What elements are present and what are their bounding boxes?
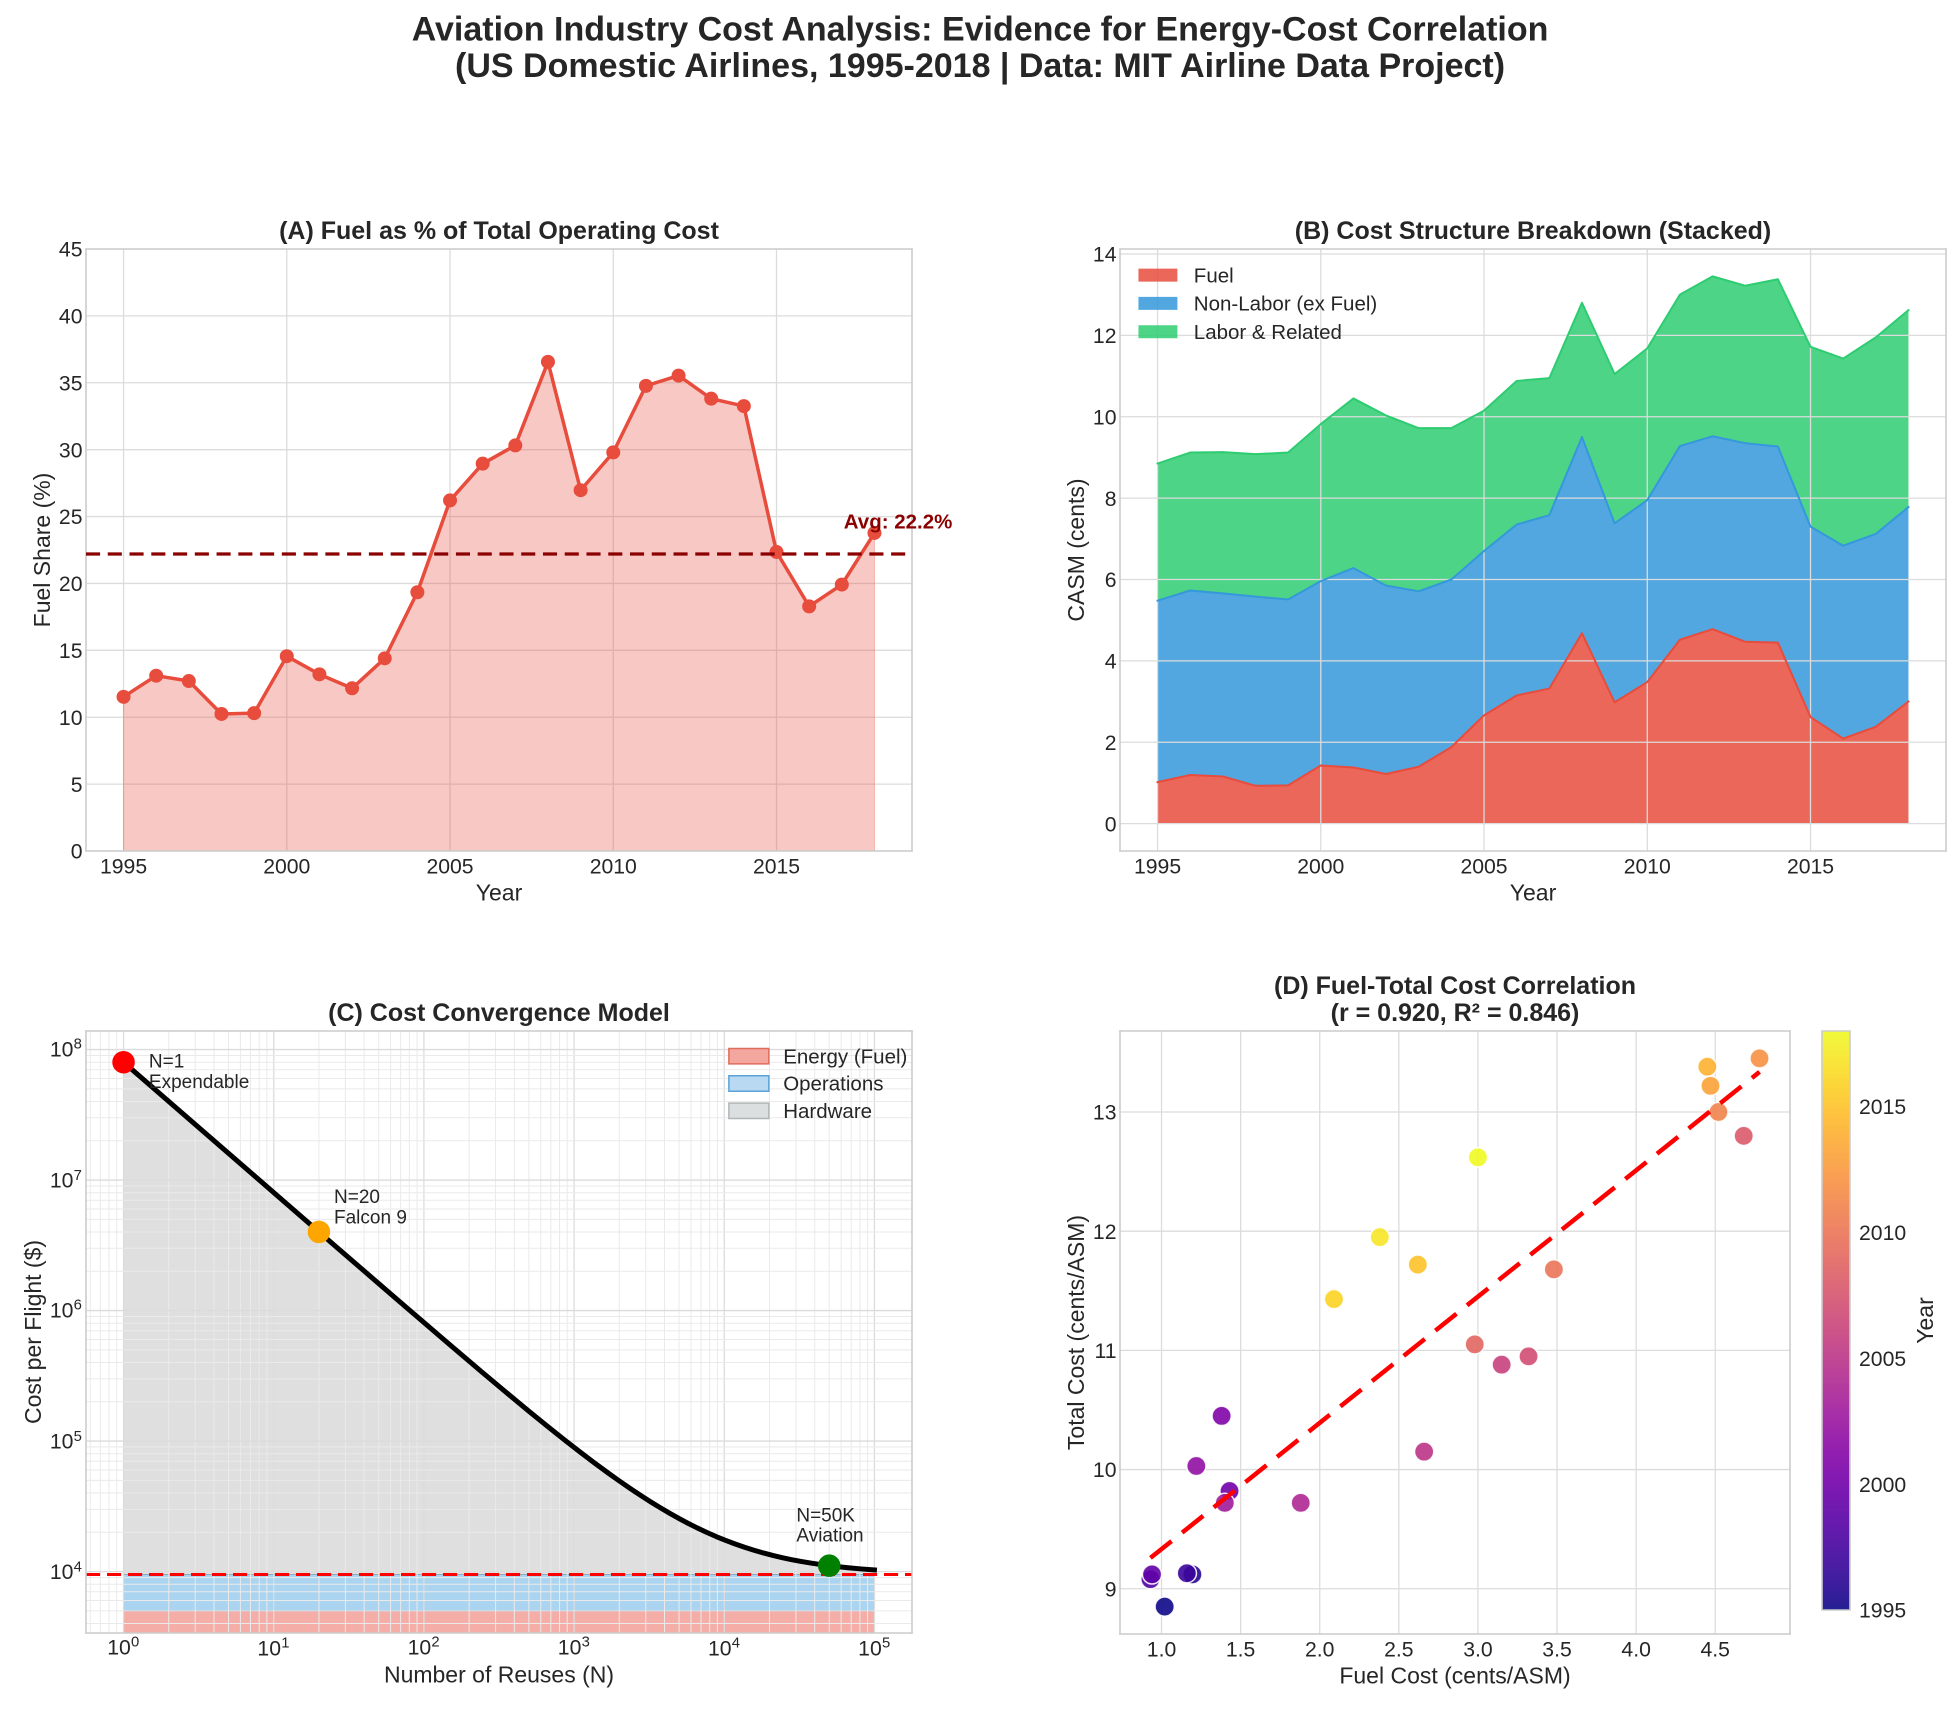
svg-text:2005: 2005 <box>1460 855 1507 878</box>
svg-text:10: 10 <box>1093 1459 1117 1482</box>
svg-text:1 0 4: 1 0 4 <box>50 1559 82 1584</box>
svg-text:Year: Year <box>476 879 523 905</box>
svg-text:Fuel: Fuel <box>1194 264 1234 287</box>
svg-text:1 0 1: 1 0 1 <box>257 1635 289 1660</box>
svg-text:Hardware: Hardware <box>783 1100 872 1123</box>
svg-text:15: 15 <box>59 640 83 663</box>
svg-text:2015: 2015 <box>753 855 800 878</box>
svg-text:Non-Labor (ex Fuel): Non-Labor (ex Fuel) <box>1194 293 1377 316</box>
svg-text:Falcon 9: Falcon 9 <box>334 1207 407 1228</box>
svg-text:2015: 2015 <box>1859 1096 1906 1119</box>
svg-text:2: 2 <box>1105 732 1117 755</box>
svg-text:1 0 4: 1 0 4 <box>708 1635 740 1660</box>
svg-text:12: 12 <box>1093 1221 1117 1244</box>
svg-text:13: 13 <box>1093 1102 1117 1125</box>
svg-text:10: 10 <box>1093 406 1117 429</box>
svg-text:9: 9 <box>1105 1578 1117 1601</box>
svg-text:Aviation Industry Cost Analysi: Aviation Industry Cost Analysis: Evidenc… <box>412 10 1549 48</box>
svg-text:CASM (cents): CASM (cents) <box>1063 478 1089 621</box>
svg-text:1.5: 1.5 <box>1226 1638 1255 1661</box>
svg-text:N=20: N=20 <box>334 1187 380 1208</box>
svg-text:0: 0 <box>71 841 83 864</box>
svg-text:Energy (Fuel): Energy (Fuel) <box>783 1045 907 1068</box>
svg-text:2010: 2010 <box>1624 855 1671 878</box>
svg-text:Total Cost (cents/ASM): Total Cost (cents/ASM) <box>1063 1215 1089 1450</box>
svg-text:5: 5 <box>71 774 83 797</box>
svg-text:(r = 0.920, R² = 0.846): (r = 0.920, R² = 0.846) <box>1331 999 1580 1027</box>
svg-text:8: 8 <box>1105 488 1117 511</box>
svg-text:(A) Fuel as % of Total Operati: (A) Fuel as % of Total Operating Cost <box>279 217 720 245</box>
svg-text:4: 4 <box>1105 651 1117 674</box>
svg-text:1 0 5: 1 0 5 <box>858 1635 890 1660</box>
svg-text:Number of Reuses (N): Number of Reuses (N) <box>384 1661 614 1687</box>
svg-text:Labor & Related: Labor & Related <box>1194 321 1342 344</box>
svg-text:2000: 2000 <box>1859 1474 1906 1497</box>
svg-text:1 0 0: 1 0 0 <box>107 1635 139 1660</box>
svg-text:3.5: 3.5 <box>1542 1638 1571 1661</box>
svg-text:Aviation: Aviation <box>796 1526 863 1547</box>
svg-text:1 0 6: 1 0 6 <box>50 1298 82 1323</box>
svg-text:1995: 1995 <box>100 855 147 878</box>
svg-text:14: 14 <box>1093 244 1117 267</box>
svg-text:(D) Fuel-Total Cost Correlatio: (D) Fuel-Total Cost Correlation <box>1274 972 1636 1000</box>
svg-text:N=50K: N=50K <box>796 1505 855 1526</box>
svg-text:2000: 2000 <box>1297 855 1344 878</box>
svg-text:1 0 8: 1 0 8 <box>50 1036 82 1061</box>
svg-text:4.0: 4.0 <box>1621 1638 1650 1661</box>
svg-text:Avg: 22.2%: Avg: 22.2% <box>844 511 953 534</box>
svg-text:40: 40 <box>59 306 83 329</box>
svg-text:1 0 2: 1 0 2 <box>408 1635 440 1660</box>
svg-text:25: 25 <box>59 506 83 529</box>
svg-text:1995: 1995 <box>1134 855 1181 878</box>
svg-text:30: 30 <box>59 439 83 462</box>
svg-text:Fuel Share (%): Fuel Share (%) <box>29 473 55 628</box>
svg-text:N=1: N=1 <box>149 1051 184 1072</box>
svg-text:20: 20 <box>59 573 83 596</box>
svg-text:1.0: 1.0 <box>1147 1638 1176 1661</box>
svg-text:2.0: 2.0 <box>1305 1638 1334 1661</box>
svg-text:1 0 7: 1 0 7 <box>50 1168 82 1193</box>
svg-text:0: 0 <box>1105 813 1117 836</box>
svg-text:2005: 2005 <box>426 855 473 878</box>
svg-text:2000: 2000 <box>263 855 310 878</box>
svg-text:2010: 2010 <box>1859 1222 1906 1245</box>
svg-text:(C) Cost Convergence Model: (C) Cost Convergence Model <box>328 999 670 1027</box>
svg-text:3.0: 3.0 <box>1463 1638 1492 1661</box>
svg-text:11: 11 <box>1095 1340 1117 1363</box>
svg-text:1 0 5: 1 0 5 <box>50 1429 82 1454</box>
svg-text:(US Domestic Airlines, 1995-20: (US Domestic Airlines, 1995-2018 | Data:… <box>455 47 1505 85</box>
svg-text:2.5: 2.5 <box>1384 1638 1413 1661</box>
svg-text:4.5: 4.5 <box>1701 1638 1730 1661</box>
svg-text:2015: 2015 <box>1787 855 1834 878</box>
svg-text:1 0 3: 1 0 3 <box>558 1635 590 1660</box>
svg-text:Fuel Cost (cents/ASM): Fuel Cost (cents/ASM) <box>1339 1662 1570 1688</box>
svg-text:2005: 2005 <box>1859 1348 1906 1371</box>
svg-text:Cost per Flight ($): Cost per Flight ($) <box>20 1240 46 1424</box>
svg-text:2010: 2010 <box>590 855 637 878</box>
svg-text:Operations: Operations <box>783 1073 883 1096</box>
svg-text:6: 6 <box>1105 569 1117 592</box>
svg-text:Expendable: Expendable <box>149 1072 249 1093</box>
svg-text:(B) Cost Structure Breakdown (: (B) Cost Structure Breakdown (Stacked) <box>1295 217 1771 245</box>
svg-text:12: 12 <box>1093 325 1117 348</box>
svg-text:Year: Year <box>1510 879 1557 905</box>
svg-text:35: 35 <box>59 372 83 395</box>
svg-text:1995: 1995 <box>1859 1600 1906 1623</box>
svg-text:Year: Year <box>1912 1297 1938 1344</box>
svg-text:45: 45 <box>59 239 83 262</box>
svg-text:10: 10 <box>59 707 83 730</box>
